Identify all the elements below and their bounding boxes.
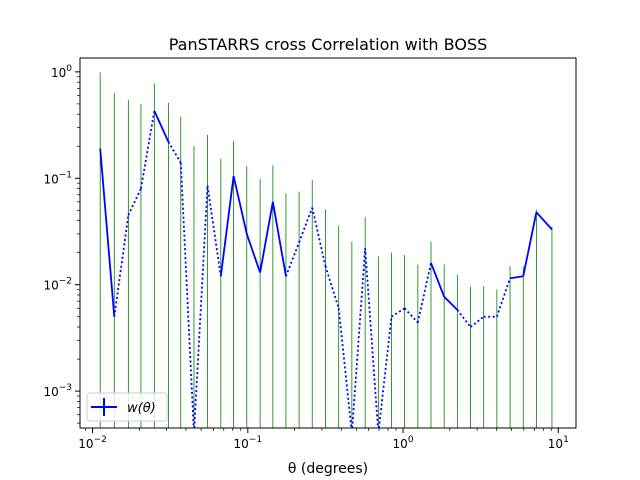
series-segment (509, 275, 524, 280)
series-segment (390, 307, 406, 318)
series-segment (99, 148, 116, 317)
y-tick-label: 10−2 (43, 277, 72, 293)
series-segment (140, 110, 156, 189)
errorbar-layer (99, 72, 553, 428)
series-segment (351, 248, 367, 429)
legend-label: w(θ) (127, 401, 156, 416)
series-segment (167, 141, 182, 164)
series-segment (179, 162, 195, 429)
plot-frame (79, 57, 577, 429)
x-tick-label: 100 (393, 435, 414, 451)
y-axis: 10−3 10−2 10−1 100 (43, 64, 80, 424)
series-layer (99, 110, 553, 429)
series-segment (535, 211, 553, 231)
series-segment (324, 265, 340, 309)
x-axis-label: θ (degrees) (288, 461, 368, 477)
legend-box (86, 392, 168, 422)
series-segment (403, 307, 419, 324)
series-segment (153, 110, 170, 143)
series-segment (456, 309, 472, 328)
series-segment (219, 175, 235, 277)
series-segment (364, 248, 379, 429)
series-segment (430, 262, 446, 298)
series-segment (443, 296, 458, 311)
y-tick-label: 10−1 (43, 170, 72, 186)
series-segment (496, 277, 511, 318)
series-segment (285, 242, 300, 277)
series-segment (378, 316, 393, 429)
x-axis: 10−2 10−1 100 101 (78, 428, 569, 451)
series-segment (127, 188, 142, 216)
series-segment (259, 201, 274, 273)
series-segment (311, 207, 327, 267)
series-segment (245, 233, 261, 273)
chart-title: PanSTARRS cross Correlation with BOSS (169, 35, 488, 54)
series-segment (298, 207, 314, 243)
series-segment (271, 201, 287, 277)
y-tick-label: 100 (51, 64, 72, 80)
series-segment (193, 185, 209, 429)
series-segment (113, 215, 130, 317)
series-segment (232, 175, 248, 235)
series-segment (469, 316, 485, 328)
y-tick-label: 10−3 (43, 383, 72, 399)
x-tick-label: 10−1 (234, 435, 263, 451)
series-segment (206, 185, 222, 277)
series-segment (337, 308, 353, 429)
x-tick-label: 10−2 (78, 435, 107, 451)
legend: w(θ) (86, 392, 168, 422)
series-segment (522, 212, 538, 277)
series-segment (416, 262, 432, 323)
x-tick-label: 101 (548, 435, 569, 451)
